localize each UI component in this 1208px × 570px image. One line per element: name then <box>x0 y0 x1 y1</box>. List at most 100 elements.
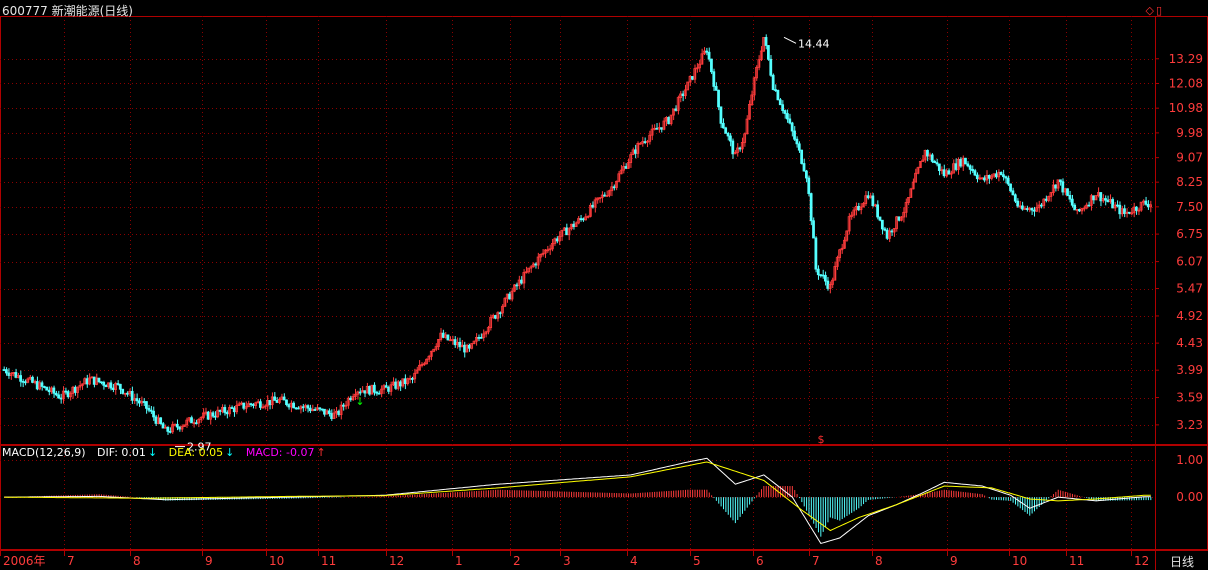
candle-body <box>681 93 685 97</box>
candle-body <box>983 177 986 181</box>
candle-body <box>534 263 538 266</box>
candle-body <box>541 252 545 255</box>
candle-body <box>330 413 333 419</box>
candle-body <box>249 403 253 406</box>
candle-body <box>185 419 189 426</box>
low-price-label: 2.97 <box>187 441 212 454</box>
candle-body <box>308 407 312 412</box>
restore-icon[interactable]: ▯ <box>1155 4 1164 17</box>
candle-body <box>721 122 725 129</box>
candle-body <box>522 272 526 284</box>
candle-body <box>372 384 376 393</box>
candle-body <box>1146 203 1150 208</box>
x-tick-label: 9 <box>950 554 958 568</box>
candle-body <box>109 382 113 389</box>
candle-body <box>282 396 286 401</box>
candle-body <box>845 230 849 241</box>
candle-body <box>368 385 371 395</box>
candle-body <box>216 409 220 418</box>
candle-body <box>543 249 547 254</box>
y-tick-label: 9.98 <box>1176 126 1203 140</box>
candle-body <box>1111 199 1115 209</box>
candlestick-series <box>2 34 1152 435</box>
candle-body <box>258 401 262 408</box>
candle-body <box>275 400 279 403</box>
candle-body <box>479 337 483 339</box>
candle-body <box>926 150 929 157</box>
candle-body <box>498 312 502 315</box>
candle-body <box>1149 204 1152 208</box>
candle-body <box>918 161 922 169</box>
candle-body <box>1082 207 1086 210</box>
candle-body <box>1080 208 1084 212</box>
candle-body <box>225 412 229 415</box>
candle-body <box>228 407 231 415</box>
candle-body <box>287 404 291 408</box>
candle-body <box>653 127 656 130</box>
diamond-icon[interactable]: ◇ <box>1145 4 1156 17</box>
candle-body <box>850 214 853 218</box>
candle-body <box>971 168 974 172</box>
window-controls[interactable]: ◇▯ <box>1145 4 1164 17</box>
candle-body <box>1035 207 1039 212</box>
candle-body <box>781 104 785 111</box>
candle-body <box>268 400 272 406</box>
period-label[interactable]: 日线 <box>1170 555 1195 569</box>
candle-body <box>539 253 542 258</box>
candle-body <box>662 120 666 130</box>
candle-body <box>88 377 91 385</box>
candle-body <box>937 163 941 171</box>
candle-body <box>724 127 728 134</box>
candle-body <box>876 204 879 218</box>
candle-body <box>752 77 756 96</box>
candle-body <box>204 411 208 414</box>
candle-body <box>838 249 842 258</box>
candle-body <box>655 127 659 130</box>
candle-body <box>1106 199 1110 203</box>
dea-value: DEA: 0.05 <box>168 446 224 459</box>
candle-body <box>667 117 671 125</box>
candle-body <box>776 90 780 101</box>
macd-value: MACD: -0.07 <box>245 446 315 459</box>
candle-body <box>83 378 87 385</box>
candle-body <box>21 380 25 383</box>
candle-body <box>111 387 115 390</box>
candle-body <box>560 229 564 237</box>
candle-body <box>615 180 618 188</box>
high-pointer <box>783 36 797 44</box>
candle-body <box>790 122 794 132</box>
candle-body <box>916 167 920 174</box>
candle-body <box>280 396 284 400</box>
x-tick-label: 1 <box>455 554 463 568</box>
candle-body <box>871 195 875 206</box>
candle-body <box>710 58 713 73</box>
dif-line <box>4 457 1151 544</box>
candle-body <box>885 229 889 239</box>
candle-body <box>107 382 110 388</box>
candle-body <box>795 138 799 145</box>
candle-body <box>173 423 177 426</box>
candle-body <box>1032 209 1036 212</box>
candle-body <box>767 45 770 60</box>
candle-body <box>99 381 103 384</box>
candle-body <box>1113 204 1117 209</box>
candle-body <box>344 404 348 407</box>
candle-body <box>202 412 205 418</box>
x-tick-label: 2006年 <box>3 554 46 568</box>
candle-body <box>313 409 317 411</box>
dif-arrow-icon: ↓ <box>147 446 158 459</box>
candle-body <box>211 412 215 417</box>
candle-body <box>263 405 267 408</box>
candle-body <box>413 372 417 380</box>
candle-body <box>558 235 561 242</box>
candle-body <box>515 284 519 287</box>
candle-body <box>377 392 381 395</box>
candle-body <box>909 188 913 198</box>
x-tick-label: 4 <box>630 554 638 568</box>
candle-body <box>429 350 433 357</box>
candle-body <box>337 410 341 415</box>
candle-body <box>1099 192 1103 202</box>
candle-body <box>1051 184 1055 194</box>
candle-body <box>33 381 37 383</box>
candle-body <box>755 66 758 79</box>
